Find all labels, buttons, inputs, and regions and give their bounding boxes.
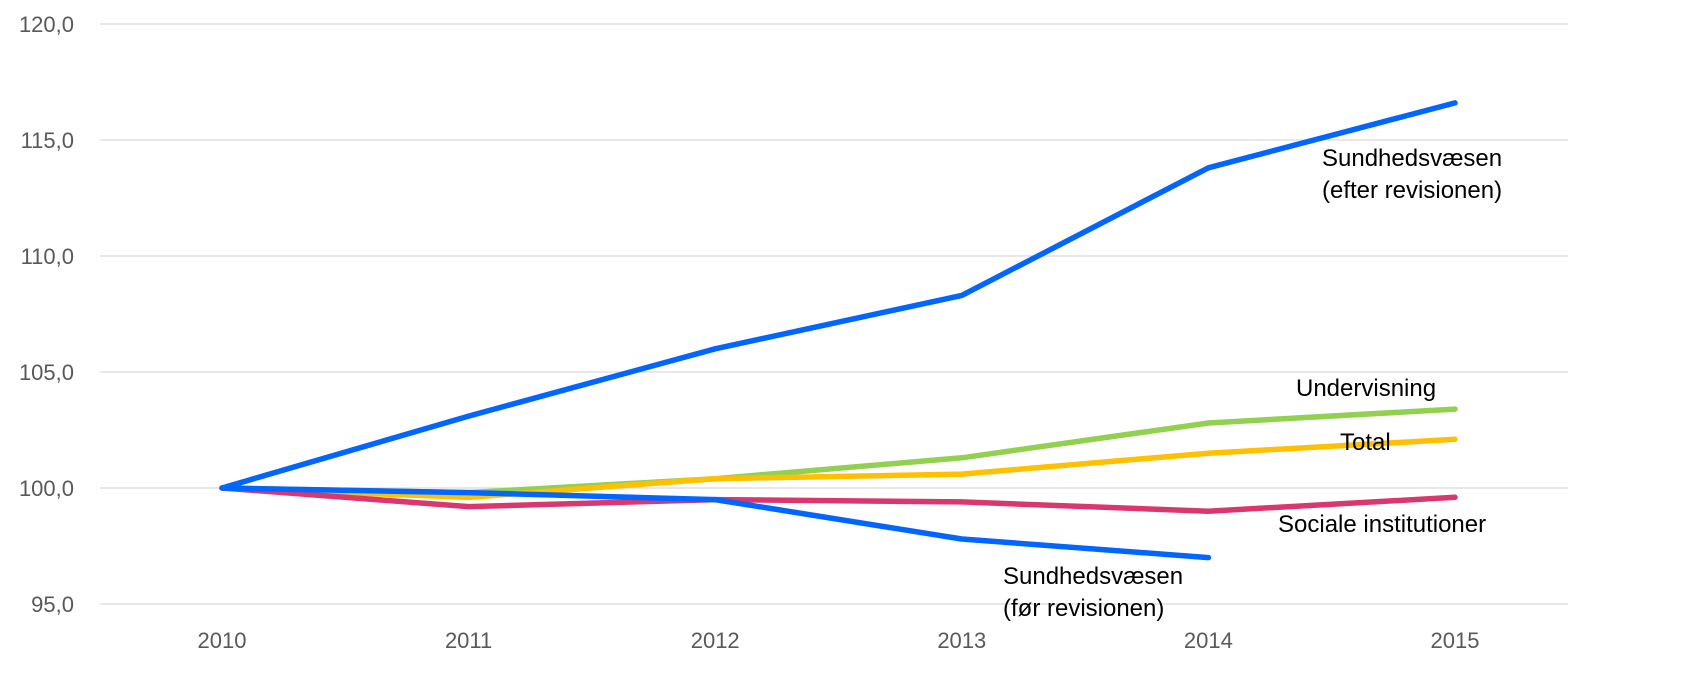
series-label-sociale: Sociale institutioner — [1278, 511, 1486, 538]
x-tick-label: 2011 — [445, 628, 492, 653]
series-line-sundhed_efter — [219, 100, 1458, 491]
y-axis-tick-labels: 95,0 100,0 105,0 110,0 115,0 120,0 — [19, 12, 74, 617]
series-line-sociale — [219, 485, 1458, 514]
series-lines — [219, 100, 1458, 561]
x-tick-label: 2010 — [198, 628, 247, 653]
x-tick-label: 2014 — [1184, 628, 1233, 653]
x-tick-label: 2013 — [937, 628, 986, 653]
series-label-sundhed_efter: Sundhedsvæsen — [1322, 145, 1502, 172]
series-line-total — [219, 436, 1458, 501]
x-tick-label: 2012 — [691, 628, 740, 653]
x-tick-label: 2015 — [1431, 628, 1480, 653]
y-tick-label: 105,0 — [19, 360, 74, 385]
series-label-total: Total — [1340, 429, 1391, 456]
y-tick-label: 95,0 — [31, 592, 74, 617]
series-labels: Sundhedsvæsen (efter revisionen) Undervisn… — [1003, 145, 1502, 622]
x-axis-tick-labels: 2010 2011 2012 2013 2014 2015 — [198, 628, 1480, 653]
y-tick-label: 100,0 — [19, 476, 74, 501]
y-tick-label: 120,0 — [19, 12, 74, 37]
series-label-sundhed_for: (før revisionen) — [1003, 595, 1164, 622]
series-label-sundhed_for: Sundhedsvæsen — [1003, 563, 1183, 590]
series-label-sundhed_efter: (efter revisionen) — [1322, 177, 1502, 204]
series-label-undervisning: Undervisning — [1296, 375, 1436, 402]
series-line-sundhed_for — [219, 485, 1212, 561]
y-tick-label: 115,0 — [21, 128, 74, 153]
y-tick-label: 110,0 — [21, 244, 74, 269]
